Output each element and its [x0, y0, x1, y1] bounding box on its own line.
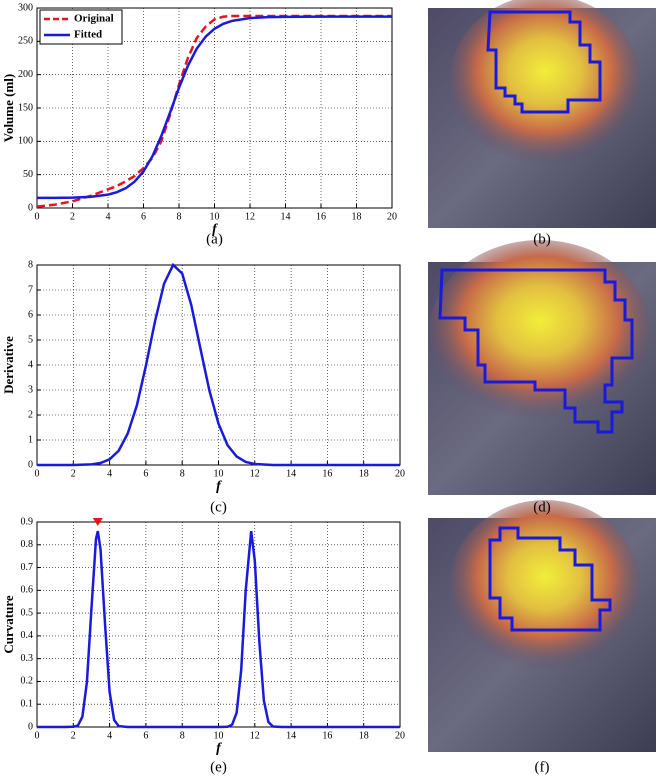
x-tick-label: 8: [177, 211, 182, 222]
x-tick-label: 14: [286, 468, 296, 479]
x-axis-label: f: [216, 741, 222, 756]
x-tick-label: 4: [106, 211, 111, 222]
y-tick-label: 2: [28, 409, 33, 420]
caption: (d): [533, 499, 551, 515]
y-tick-label: 0.1: [21, 699, 34, 710]
image-b: [428, 0, 656, 228]
x-tick-label: 10: [214, 468, 224, 479]
axes-frame: [36, 264, 401, 466]
y-tick-label: 100: [18, 136, 33, 147]
x-tick-label: 16: [322, 730, 332, 741]
y-tick-label: 0.9: [21, 516, 34, 527]
x-tick-label: 16: [322, 468, 332, 479]
x-tick-label: 12: [245, 211, 255, 222]
legend-label: Original: [74, 13, 114, 25]
y-tick-label: 0.7: [21, 562, 34, 573]
y-tick-label: 5: [28, 334, 33, 345]
y-tick-label: 6: [28, 309, 33, 320]
x-tick-label: 8: [180, 730, 185, 741]
x-tick-label: 10: [214, 730, 224, 741]
y-axis-label: Volume (ml): [1, 74, 16, 143]
x-tick-label: 20: [387, 211, 397, 222]
caption: (a): [206, 231, 223, 247]
data-line: [37, 262, 400, 467]
x-tick-label: 12: [250, 730, 260, 741]
x-tick-label: 18: [359, 468, 369, 479]
caption: (c): [210, 499, 227, 515]
x-tick-label: 4: [107, 468, 112, 479]
y-tick-label: 0: [28, 202, 33, 213]
axes-frame: [36, 7, 393, 209]
legend: [39, 9, 123, 45]
y-tick-label: 250: [18, 36, 33, 47]
x-tick-label: 4: [107, 730, 112, 741]
x-tick-label: 0: [35, 730, 40, 741]
x-tick-label: 10: [210, 211, 220, 222]
y-tick-label: 0.4: [21, 630, 34, 641]
y-axis-label: Curvature: [1, 595, 16, 653]
y-tick-label: 0.8: [21, 539, 34, 550]
x-tick-label: 20: [395, 730, 405, 741]
y-tick-label: 0.3: [21, 653, 34, 664]
y-tick-label: 1: [28, 434, 33, 445]
y-tick-label: 0: [28, 721, 33, 732]
data-line: [37, 530, 400, 729]
x-tick-label: 14: [286, 730, 296, 741]
y-tick-label: 7: [28, 284, 33, 295]
image-f: [428, 500, 656, 752]
x-tick-label: 2: [70, 211, 75, 222]
y-tick-label: 0.2: [21, 676, 34, 687]
y-tick-label: 0.5: [21, 607, 34, 618]
x-tick-label: 6: [143, 730, 148, 741]
x-tick-label: 2: [71, 468, 76, 479]
marker: [92, 518, 103, 526]
x-tick-label: 20: [395, 468, 405, 479]
legend-label: Fitted: [74, 29, 102, 41]
caption: (e): [210, 759, 227, 775]
x-tick-label: 0: [35, 211, 40, 222]
y-tick-label: 200: [18, 69, 33, 80]
y-axis-label: Derivative: [1, 336, 16, 394]
y-tick-label: 0: [28, 459, 33, 470]
x-axis-label: f: [212, 222, 218, 237]
x-tick-label: 16: [316, 211, 326, 222]
data-line: [36, 15, 392, 200]
x-tick-label: 12: [250, 468, 260, 479]
x-tick-label: 18: [359, 730, 369, 741]
image-d: [428, 240, 656, 495]
y-tick-label: 3: [28, 384, 33, 395]
y-tick-label: 300: [18, 2, 33, 13]
x-tick-label: 18: [352, 211, 362, 222]
x-axis-label: f: [216, 479, 222, 494]
caption: (b): [533, 231, 551, 247]
y-tick-label: 50: [23, 169, 33, 180]
x-tick-label: 14: [281, 211, 291, 222]
x-tick-label: 2: [71, 730, 76, 741]
y-tick-label: 4: [28, 359, 33, 370]
x-tick-label: 8: [180, 468, 185, 479]
x-tick-label: 6: [141, 211, 146, 222]
y-tick-label: 150: [18, 102, 33, 113]
y-tick-label: 0.6: [21, 585, 34, 596]
x-tick-label: 6: [143, 468, 148, 479]
y-tick-label: 8: [28, 259, 33, 270]
caption: (f): [535, 759, 550, 775]
x-tick-label: 0: [35, 468, 40, 479]
